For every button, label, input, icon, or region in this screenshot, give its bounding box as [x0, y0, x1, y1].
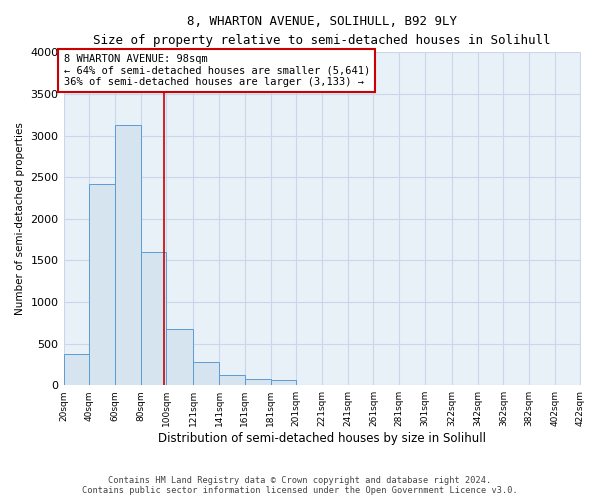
- Title: 8, WHARTON AVENUE, SOLIHULL, B92 9LY
Size of property relative to semi-detached : 8, WHARTON AVENUE, SOLIHULL, B92 9LY Siz…: [93, 15, 551, 47]
- Bar: [245, 380, 271, 385]
- Bar: [193, 362, 219, 385]
- X-axis label: Distribution of semi-detached houses by size in Solihull: Distribution of semi-detached houses by …: [158, 432, 486, 445]
- Bar: [64, 354, 89, 385]
- Text: 8 WHARTON AVENUE: 98sqm
← 64% of semi-detached houses are smaller (5,641)
36% of: 8 WHARTON AVENUE: 98sqm ← 64% of semi-de…: [64, 54, 370, 87]
- Bar: [219, 375, 245, 385]
- Bar: [89, 184, 115, 385]
- Bar: [166, 330, 193, 385]
- Bar: [140, 252, 166, 385]
- Text: Contains HM Land Registry data © Crown copyright and database right 2024.
Contai: Contains HM Land Registry data © Crown c…: [82, 476, 518, 495]
- Y-axis label: Number of semi-detached properties: Number of semi-detached properties: [15, 122, 25, 315]
- Bar: [271, 380, 296, 385]
- Bar: [115, 124, 140, 385]
